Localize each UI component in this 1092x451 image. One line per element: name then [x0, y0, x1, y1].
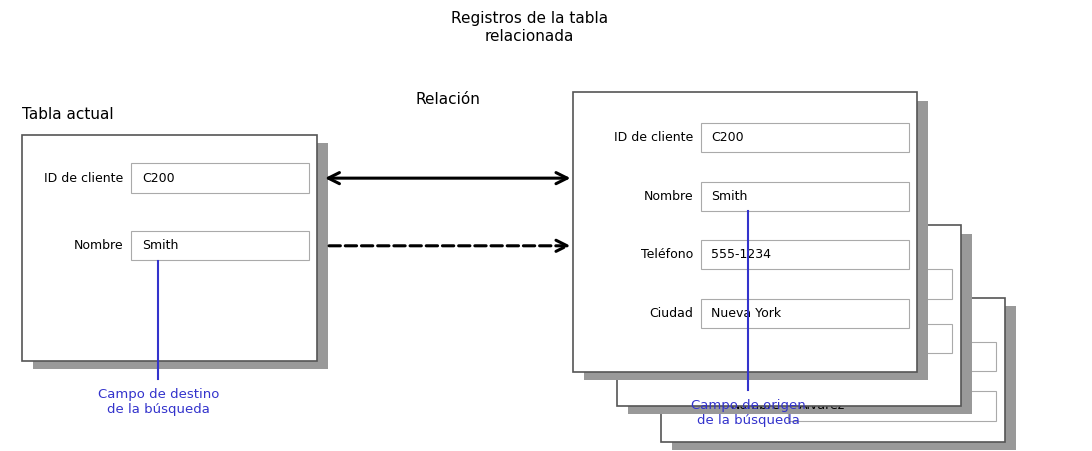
Bar — [617, 226, 961, 406]
Text: Smith: Smith — [142, 239, 178, 252]
Bar — [701, 123, 909, 152]
Text: Teléfono: Teléfono — [641, 249, 693, 261]
Text: C200: C200 — [142, 172, 175, 184]
Text: Tabla actual: Tabla actual — [22, 107, 114, 122]
Text: ID de cliente: ID de cliente — [44, 172, 123, 184]
Bar — [22, 135, 317, 361]
Text: C200: C200 — [712, 131, 744, 144]
Bar — [131, 231, 309, 261]
Text: ID de cliente: ID de cliente — [657, 278, 737, 290]
Text: Campo de origen
de la búsqueda: Campo de origen de la búsqueda — [690, 399, 806, 427]
Bar — [672, 306, 1016, 450]
Text: Smith: Smith — [712, 190, 748, 202]
Bar — [573, 92, 917, 372]
Text: Nombre: Nombre — [73, 239, 123, 252]
Bar — [701, 182, 909, 211]
Text: Nueva York: Nueva York — [712, 307, 782, 320]
Bar — [701, 299, 909, 328]
Bar — [131, 164, 309, 193]
Text: ID de cliente: ID de cliente — [701, 350, 781, 363]
Bar — [33, 143, 328, 369]
Text: 555-1234: 555-1234 — [712, 249, 771, 261]
Text: Tang: Tang — [756, 332, 784, 345]
Bar — [788, 342, 996, 371]
Text: Nombre: Nombre — [731, 400, 781, 412]
Text: Relación: Relación — [415, 92, 480, 107]
Text: C100: C100 — [756, 278, 787, 290]
Text: Campo de destino
de la búsqueda: Campo de destino de la búsqueda — [97, 388, 219, 416]
Bar — [628, 234, 972, 414]
Text: ID de cliente: ID de cliente — [614, 131, 693, 144]
Text: Ciudad: Ciudad — [649, 307, 693, 320]
Bar — [745, 324, 952, 353]
Text: Nombre: Nombre — [643, 190, 693, 202]
Bar — [584, 101, 928, 380]
Bar — [745, 269, 952, 299]
Text: Álvarez: Álvarez — [799, 400, 845, 412]
Bar — [788, 391, 996, 420]
Text: C235: C235 — [799, 350, 831, 363]
Text: Registros de la tabla
relacionada: Registros de la tabla relacionada — [451, 11, 608, 44]
Bar — [701, 240, 909, 270]
Text: Nombre: Nombre — [687, 332, 737, 345]
Bar — [661, 298, 1005, 442]
